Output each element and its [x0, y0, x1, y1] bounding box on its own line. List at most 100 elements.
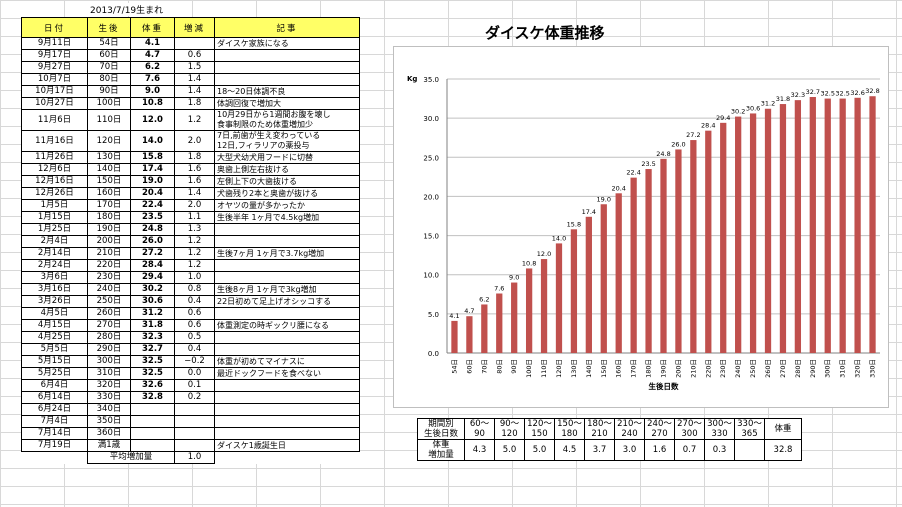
date-cell[interactable]: 4月5日: [21, 307, 88, 320]
age-cell[interactable]: 330日: [87, 391, 131, 404]
age-cell[interactable]: 90日: [87, 85, 131, 98]
date-cell[interactable]: 2月4日: [21, 235, 88, 248]
age-cell[interactable]: 170日: [87, 199, 131, 212]
date-cell[interactable]: 9月27日: [21, 61, 88, 74]
weight-cell[interactable]: 15.8: [130, 151, 175, 164]
change-cell[interactable]: 0.6: [174, 319, 215, 332]
change-cell[interactable]: 1.5: [174, 61, 215, 74]
date-cell[interactable]: 7月19日: [21, 439, 88, 452]
weight-cell[interactable]: 26.0: [130, 235, 175, 248]
memo-cell[interactable]: [214, 49, 360, 62]
change-cell[interactable]: 0.8: [174, 283, 215, 296]
memo-cell[interactable]: [214, 331, 360, 344]
date-cell[interactable]: 6月14日: [21, 391, 88, 404]
period-gain-cell[interactable]: 4.5: [554, 439, 585, 461]
weight-label-cell[interactable]: 体重: [764, 418, 802, 440]
change-cell[interactable]: 1.2: [174, 109, 215, 131]
weight-cell[interactable]: 20.4: [130, 187, 175, 200]
change-cell[interactable]: 0.6: [174, 307, 215, 320]
memo-cell[interactable]: 奥歯上側左右抜ける: [214, 163, 360, 176]
age-cell[interactable]: 230日: [87, 271, 131, 284]
period-range-cell[interactable]: 330～ 365: [734, 418, 765, 440]
date-cell[interactable]: 12月16日: [21, 175, 88, 188]
date-cell[interactable]: 11月6日: [21, 109, 88, 131]
memo-cell[interactable]: 7日,前歯が生え変わっている 12日,フィラリアの薬投与: [214, 130, 360, 152]
date-cell[interactable]: 9月17日: [21, 49, 88, 62]
weight-cell[interactable]: 19.0: [130, 175, 175, 188]
period-gain-cell[interactable]: 0.3: [704, 439, 735, 461]
memo-cell[interactable]: [214, 427, 360, 440]
weight-cell[interactable]: [130, 403, 175, 416]
memo-cell[interactable]: 生後半年 1ヶ月で4.5kg増加: [214, 211, 360, 224]
average-label[interactable]: 平均増加量: [87, 451, 175, 464]
weight-cell[interactable]: [130, 439, 175, 452]
date-cell[interactable]: 5月25日: [21, 367, 88, 380]
change-cell[interactable]: 1.4: [174, 187, 215, 200]
age-cell[interactable]: 120日: [87, 130, 131, 152]
change-cell[interactable]: [174, 427, 215, 440]
age-cell[interactable]: 340日: [87, 403, 131, 416]
date-cell[interactable]: 1月5日: [21, 199, 88, 212]
memo-cell[interactable]: オヤツの量が多かったか: [214, 199, 360, 212]
gain-label-cell[interactable]: 体重 増加量: [417, 439, 465, 461]
date-cell[interactable]: 5月15日: [21, 355, 88, 368]
header-weight[interactable]: 体重: [130, 17, 175, 38]
date-cell[interactable]: 12月6日: [21, 163, 88, 176]
weight-cell[interactable]: [130, 427, 175, 440]
age-cell[interactable]: 100日: [87, 97, 131, 110]
change-cell[interactable]: 2.0: [174, 130, 215, 152]
age-cell[interactable]: 250日: [87, 295, 131, 308]
age-cell[interactable]: 130日: [87, 151, 131, 164]
memo-cell[interactable]: 10月29日から1週間お腹を壊し 食事制限のため体重増加少: [214, 109, 360, 131]
date-cell[interactable]: 12月26日: [21, 187, 88, 200]
date-cell[interactable]: 4月25日: [21, 331, 88, 344]
age-cell[interactable]: 280日: [87, 331, 131, 344]
period-range-cell[interactable]: 240～ 270: [644, 418, 675, 440]
period-gain-cell[interactable]: 4.3: [464, 439, 495, 461]
date-cell[interactable]: 7月14日: [21, 427, 88, 440]
weight-cell[interactable]: 6.2: [130, 61, 175, 74]
weight-cell[interactable]: 30.6: [130, 295, 175, 308]
memo-cell[interactable]: [214, 73, 360, 86]
period-label-cell[interactable]: 期間別 生後日数: [417, 418, 465, 440]
memo-cell[interactable]: 左側上下の大歯抜ける: [214, 175, 360, 188]
change-cell[interactable]: 1.1: [174, 211, 215, 224]
change-cell[interactable]: 0.1: [174, 379, 215, 392]
date-cell[interactable]: 4月15日: [21, 319, 88, 332]
date-cell[interactable]: 6月24日: [21, 403, 88, 416]
change-cell[interactable]: 1.4: [174, 85, 215, 98]
memo-cell[interactable]: [214, 415, 360, 428]
memo-cell[interactable]: 最近ドックフードを食べない: [214, 367, 360, 380]
date-cell[interactable]: 6月4日: [21, 379, 88, 392]
weight-cell[interactable]: 32.8: [130, 391, 175, 404]
change-cell[interactable]: [174, 415, 215, 428]
weight-cell[interactable]: 9.0: [130, 85, 175, 98]
date-cell[interactable]: 5月5日: [21, 343, 88, 356]
change-cell[interactable]: 1.8: [174, 151, 215, 164]
age-cell[interactable]: 満1歳: [87, 439, 131, 452]
age-cell[interactable]: 80日: [87, 73, 131, 86]
memo-cell[interactable]: 体重測定の時ギックリ腰になる: [214, 319, 360, 332]
weight-cell[interactable]: 4.1: [130, 37, 175, 50]
age-cell[interactable]: 310日: [87, 367, 131, 380]
age-cell[interactable]: 350日: [87, 415, 131, 428]
period-range-cell[interactable]: 150～ 180: [554, 418, 585, 440]
weight-cell[interactable]: 32.3: [130, 331, 175, 344]
period-gain-cell[interactable]: 5.0: [524, 439, 555, 461]
memo-cell[interactable]: 22日初めて足上げオシッコする: [214, 295, 360, 308]
weight-cell[interactable]: 27.2: [130, 247, 175, 260]
weight-cell[interactable]: 10.8: [130, 97, 175, 110]
change-cell[interactable]: 1.2: [174, 259, 215, 272]
period-range-cell[interactable]: 210～ 240: [614, 418, 645, 440]
period-range-cell[interactable]: 60～ 90: [464, 418, 495, 440]
age-cell[interactable]: 190日: [87, 223, 131, 236]
change-cell[interactable]: 0.6: [174, 49, 215, 62]
date-cell[interactable]: 3月26日: [21, 295, 88, 308]
memo-cell[interactable]: 大型犬幼犬用フードに切替: [214, 151, 360, 164]
age-cell[interactable]: 210日: [87, 247, 131, 260]
memo-cell[interactable]: [214, 343, 360, 356]
age-cell[interactable]: 160日: [87, 187, 131, 200]
weight-cell[interactable]: 22.4: [130, 199, 175, 212]
memo-cell[interactable]: 18～20日体調不良: [214, 85, 360, 98]
age-cell[interactable]: 360日: [87, 427, 131, 440]
